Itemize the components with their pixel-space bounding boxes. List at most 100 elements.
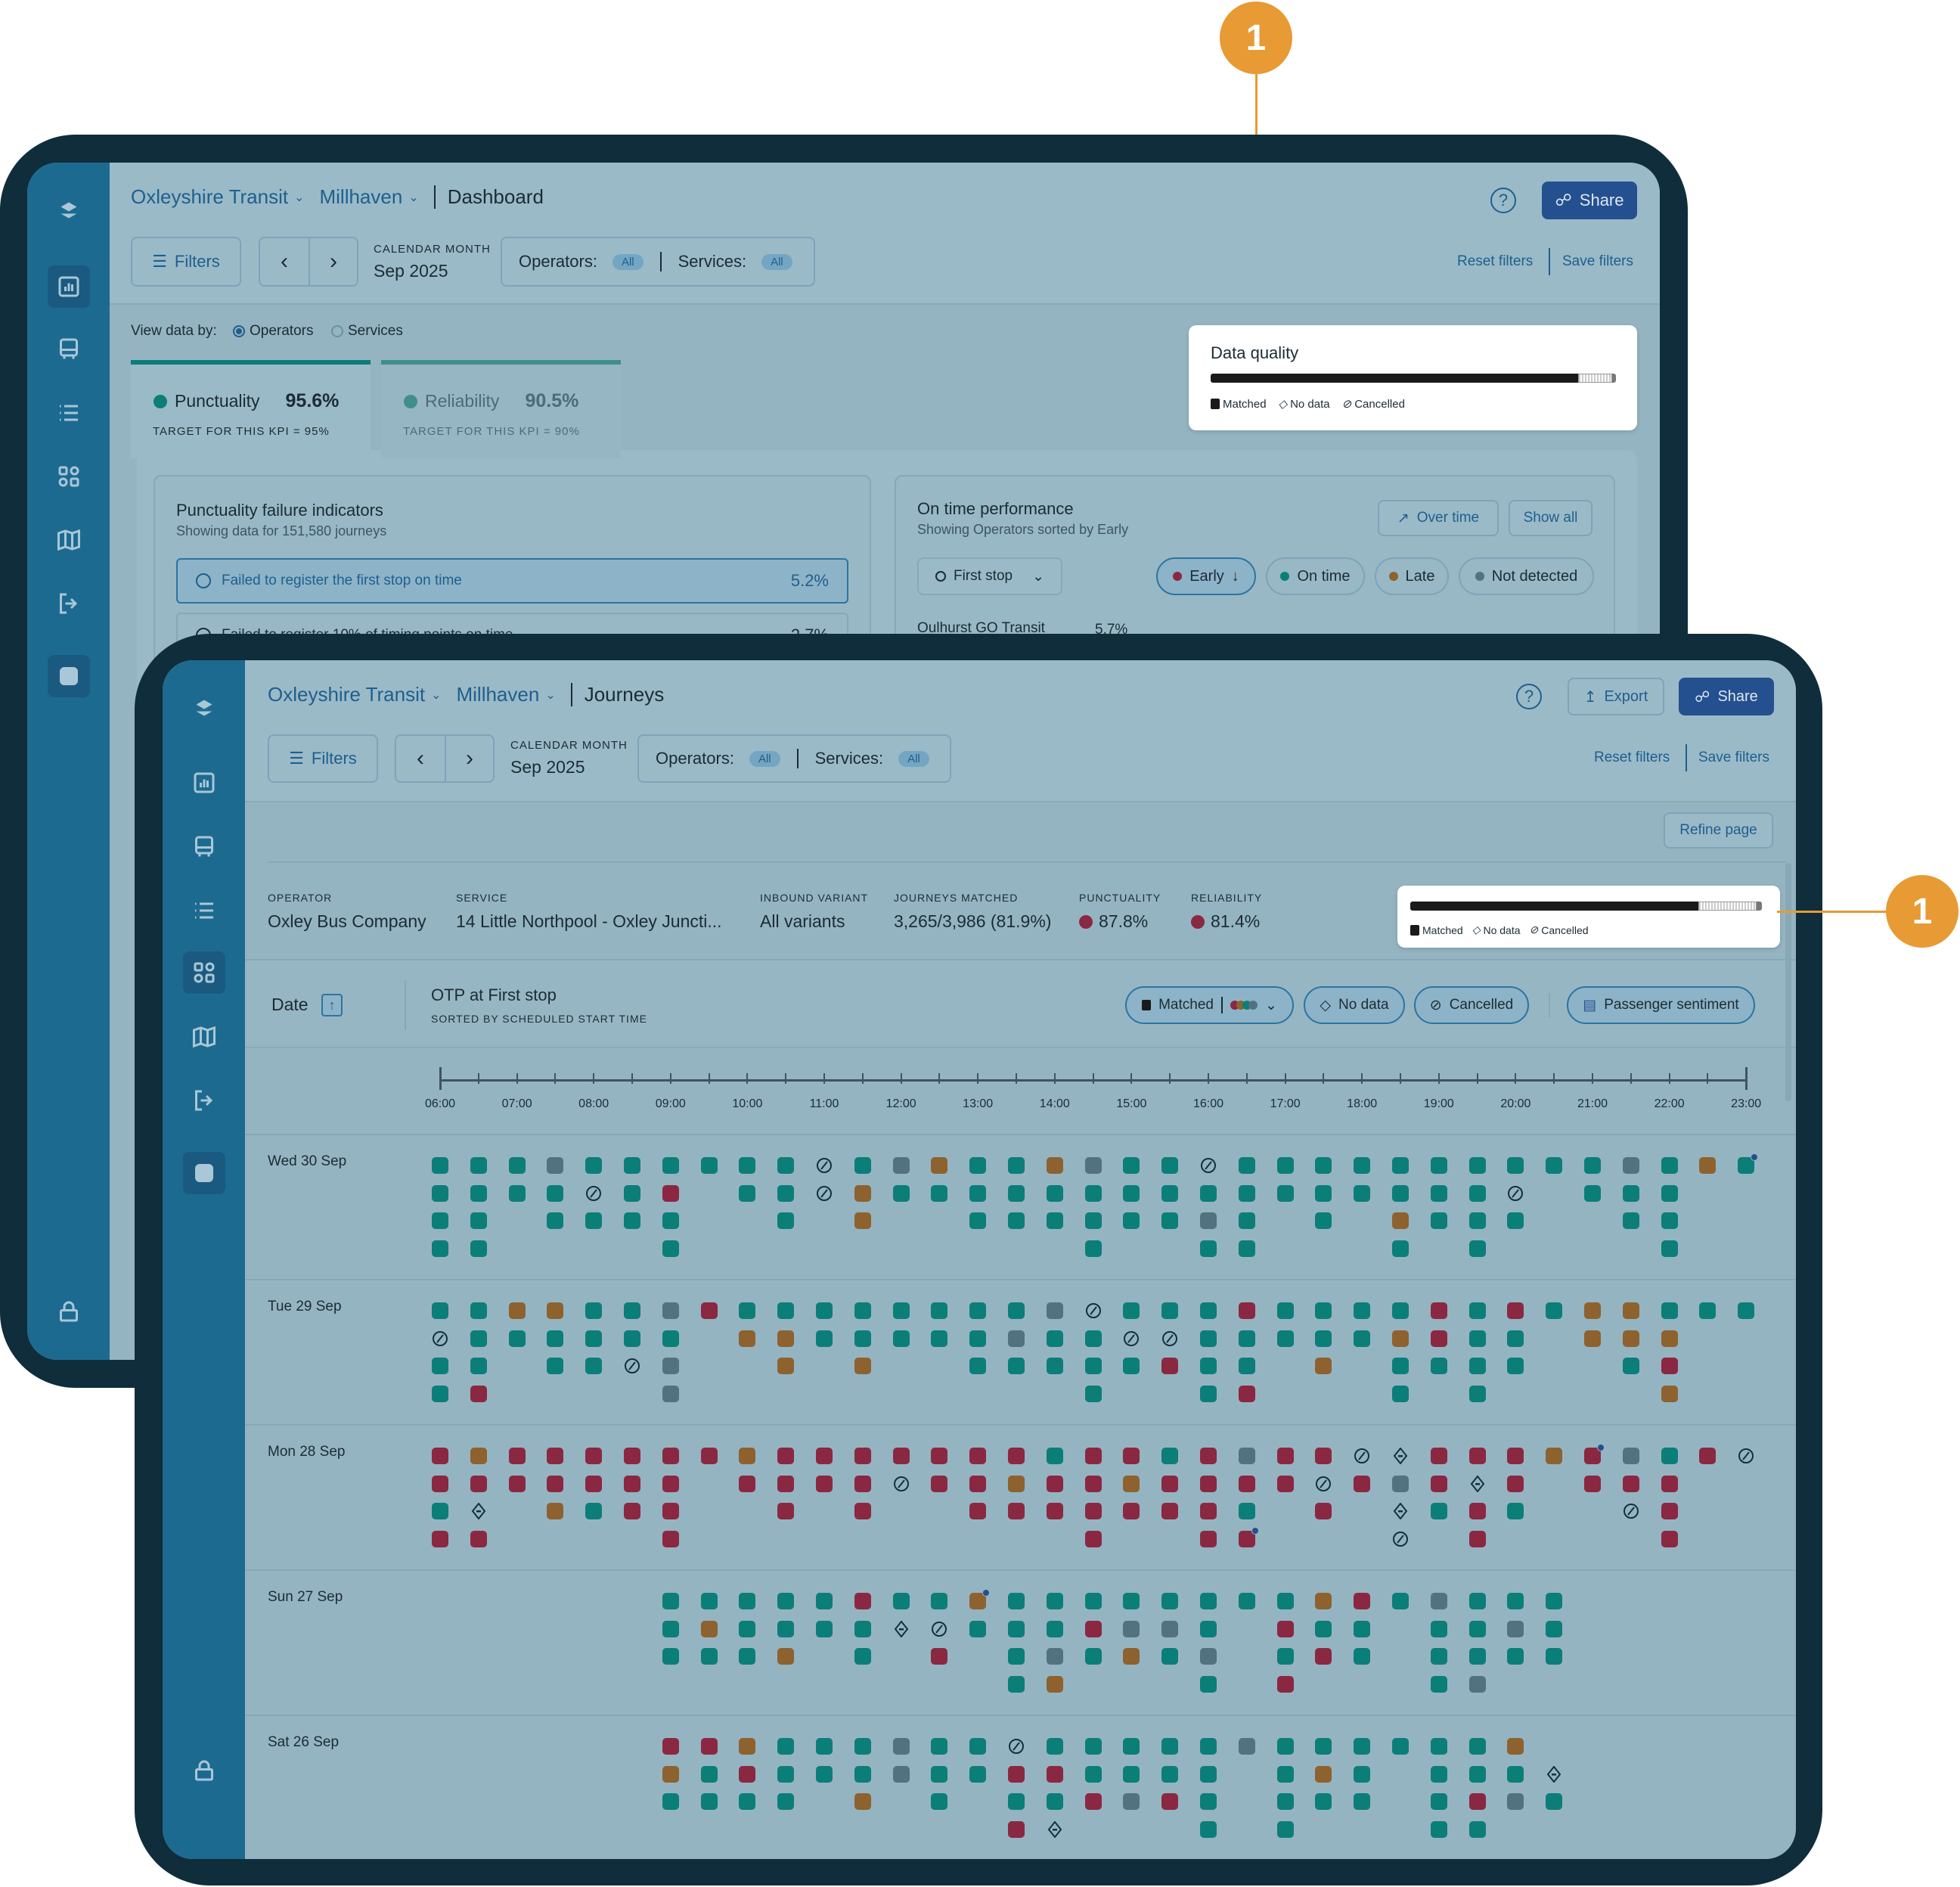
journey-ontime[interactable] (1468, 1330, 1486, 1347)
apps-icon[interactable] (48, 455, 90, 498)
journey-ontime[interactable] (777, 1738, 795, 1755)
journey-ontime[interactable] (777, 1620, 795, 1637)
journey-late[interactable] (1008, 1475, 1025, 1492)
journey-ontime[interactable] (1468, 1385, 1486, 1402)
chip-not-detected[interactable]: Not detected (1459, 557, 1594, 595)
journey-ontime[interactable] (1392, 1385, 1409, 1402)
journey-ontime[interactable] (777, 1793, 795, 1810)
no-data-filter-button[interactable]: ◇ No data (1304, 986, 1405, 1024)
journey-notdetected[interactable] (1161, 1620, 1179, 1637)
journey-ontime[interactable] (816, 1738, 833, 1755)
journey-cancelled[interactable] (1315, 1476, 1332, 1492)
journey-ontime[interactable] (1200, 1738, 1217, 1755)
journey-notdetected[interactable] (1507, 1793, 1524, 1810)
journey-ontime[interactable] (547, 1212, 564, 1229)
journey-ontime[interactable] (1546, 1302, 1563, 1319)
journey-ontime[interactable] (624, 1302, 640, 1319)
journey-early[interactable] (1084, 1793, 1102, 1810)
journey-ontime[interactable] (1584, 1184, 1601, 1202)
journey-early[interactable] (931, 1475, 948, 1492)
journey-ontime[interactable] (1430, 1648, 1447, 1665)
journey-ontime[interactable] (1468, 1157, 1486, 1174)
journey-ontime[interactable] (1622, 1212, 1639, 1229)
journey-ontime[interactable] (1123, 1765, 1140, 1783)
map-icon[interactable] (183, 1016, 225, 1058)
journey-ontime[interactable] (777, 1765, 795, 1783)
journey-ontime[interactable] (547, 1184, 564, 1202)
journey-ontime[interactable] (624, 1184, 640, 1202)
journey-early[interactable] (1008, 1765, 1025, 1783)
journey-ontime[interactable] (1161, 1448, 1179, 1464)
journey-notdetected[interactable] (1046, 1302, 1063, 1319)
journey-ontime[interactable] (1238, 1593, 1255, 1609)
journey-cancelled[interactable] (1161, 1330, 1178, 1347)
journey-ontime[interactable] (777, 1157, 795, 1174)
app-tile-icon[interactable] (183, 1152, 225, 1194)
journey-early[interactable] (1507, 1475, 1524, 1492)
journey-ontime[interactable] (854, 1620, 871, 1637)
journey-early[interactable] (816, 1448, 833, 1464)
journey-ontime[interactable] (547, 1358, 564, 1374)
journey-ontime[interactable] (700, 1765, 718, 1783)
journey-ontime[interactable] (931, 1184, 948, 1202)
journey-ontime[interactable] (432, 1503, 448, 1519)
journey-ontime[interactable] (624, 1212, 640, 1229)
journey-early[interactable] (931, 1648, 948, 1665)
journey-ontime[interactable] (1123, 1593, 1140, 1609)
journey-ontime[interactable] (1315, 1157, 1332, 1174)
journey-ontime[interactable] (1200, 1675, 1217, 1693)
journey-ontime[interactable] (854, 1302, 871, 1319)
journey-ontime[interactable] (1392, 1240, 1409, 1257)
journey-ontime[interactable] (1084, 1358, 1102, 1374)
journey-early[interactable] (470, 1475, 487, 1492)
journey-ontime[interactable] (1008, 1593, 1025, 1609)
journey-early[interactable] (508, 1475, 526, 1492)
journey-late[interactable] (1046, 1157, 1063, 1174)
journey-late[interactable] (1392, 1330, 1409, 1347)
journey-ontime[interactable] (1008, 1620, 1025, 1637)
journey-early[interactable] (969, 1503, 987, 1519)
journey-early[interactable] (662, 1738, 679, 1755)
prev-period-button[interactable]: ‹ (417, 746, 424, 771)
journey-early[interactable] (1084, 1475, 1102, 1492)
journey-ontime[interactable] (432, 1358, 448, 1374)
journey-ontime[interactable] (1354, 1184, 1371, 1202)
journey-early[interactable] (739, 1765, 756, 1783)
journey-ontime[interactable] (1276, 1765, 1294, 1783)
failure-item[interactable]: Failed to register the first stop on tim… (176, 558, 848, 604)
journey-early[interactable] (508, 1448, 526, 1464)
journey-ontime[interactable] (1392, 1157, 1409, 1174)
journey-early[interactable] (1430, 1302, 1447, 1319)
journey-late[interactable] (1123, 1475, 1140, 1492)
journey-late[interactable] (1315, 1765, 1332, 1783)
journey-ontime[interactable] (1315, 1184, 1332, 1202)
journey-late[interactable] (1584, 1330, 1601, 1347)
over-time-button[interactable]: ↗ Over time (1378, 500, 1499, 536)
journey-nodata[interactable] (1047, 1820, 1063, 1838)
journey-early[interactable] (739, 1475, 756, 1492)
journey-ontime[interactable] (624, 1330, 640, 1347)
journey-early[interactable] (470, 1385, 487, 1402)
journey-notdetected[interactable] (547, 1157, 564, 1174)
journey-early[interactable] (969, 1448, 987, 1464)
journey-ontime[interactable] (1276, 1157, 1294, 1174)
journey-ontime[interactable] (1622, 1184, 1639, 1202)
journey-early[interactable] (1276, 1448, 1294, 1464)
journey-ontime[interactable] (662, 1212, 679, 1229)
journey-ontime[interactable] (816, 1330, 833, 1347)
journey-notdetected[interactable] (662, 1385, 679, 1402)
journey-early[interactable] (1276, 1620, 1294, 1637)
filters-button[interactable]: ☰ Filters (131, 237, 241, 287)
journey-nodata[interactable] (1392, 1448, 1409, 1464)
journey-ontime[interactable] (1430, 1358, 1447, 1374)
area-selector[interactable]: Millhaven (456, 683, 540, 706)
journey-ontime[interactable] (1123, 1358, 1140, 1374)
export-button[interactable]: ↥ Export (1568, 678, 1664, 715)
journey-ontime[interactable] (700, 1157, 718, 1174)
journey-late[interactable] (1315, 1358, 1332, 1374)
journey-late[interactable] (1622, 1302, 1639, 1319)
journey-ontime[interactable] (1276, 1648, 1294, 1665)
journey-ontime[interactable] (969, 1620, 987, 1637)
bar-chart-icon[interactable] (48, 265, 90, 308)
journey-ontime[interactable] (1161, 1302, 1179, 1319)
